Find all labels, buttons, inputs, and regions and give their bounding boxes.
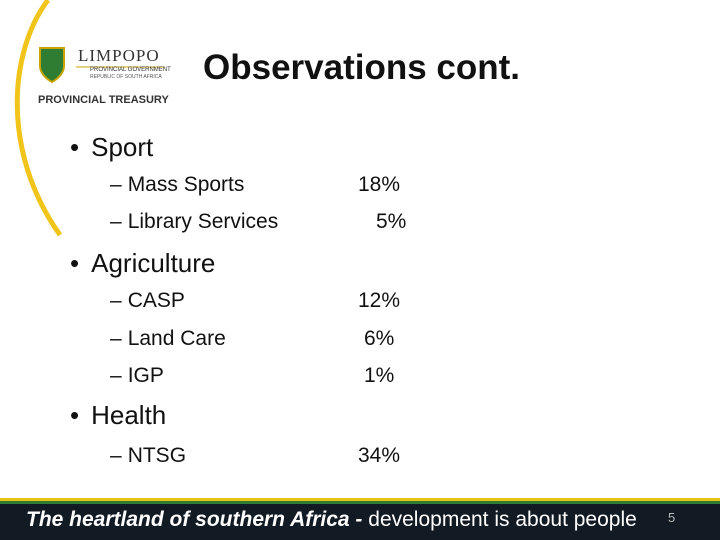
share: 34% (358, 444, 401, 467)
logo-name: LIMPOPO (78, 46, 160, 65)
bullet: Sport (70, 132, 153, 162)
sub-bullet: Mass Sports (110, 170, 245, 200)
logo-shield (39, 47, 65, 84)
share: 5% (376, 210, 407, 233)
slide-title: Observations cont. (203, 48, 521, 87)
share: 1% (364, 364, 395, 387)
bullet: Health (70, 400, 166, 430)
sub-bullet: IGP (110, 361, 164, 391)
slide-number: 5 (668, 510, 676, 525)
logo-line: REPUBLIC OF SOUTH AFRICA (90, 74, 162, 80)
department: PROVINCIAL TREASURY (38, 94, 169, 106)
header-decoration (14, 0, 165, 237)
bullet: Agriculture (70, 248, 215, 278)
tagline-emphasis: The heartland of southern Africa - (26, 508, 363, 531)
tagline: The heartland of southern Africa - devel… (26, 508, 637, 532)
sub-bullet: NTSG (110, 441, 186, 471)
sub-bullet: CASP (110, 286, 185, 316)
footer: The heartland of southern Africa - devel… (0, 498, 720, 540)
tagline-rest: development is about people (368, 508, 637, 531)
logo-line: PROVINCIAL GOVERNMENT (90, 67, 171, 73)
share: 12% (358, 289, 401, 312)
share: 6% (364, 327, 395, 350)
sub-bullet: Land Care (110, 324, 226, 354)
swoosh (14, 0, 63, 237)
sub-bullet: Library Services (110, 207, 279, 237)
share: 18% (358, 173, 401, 196)
